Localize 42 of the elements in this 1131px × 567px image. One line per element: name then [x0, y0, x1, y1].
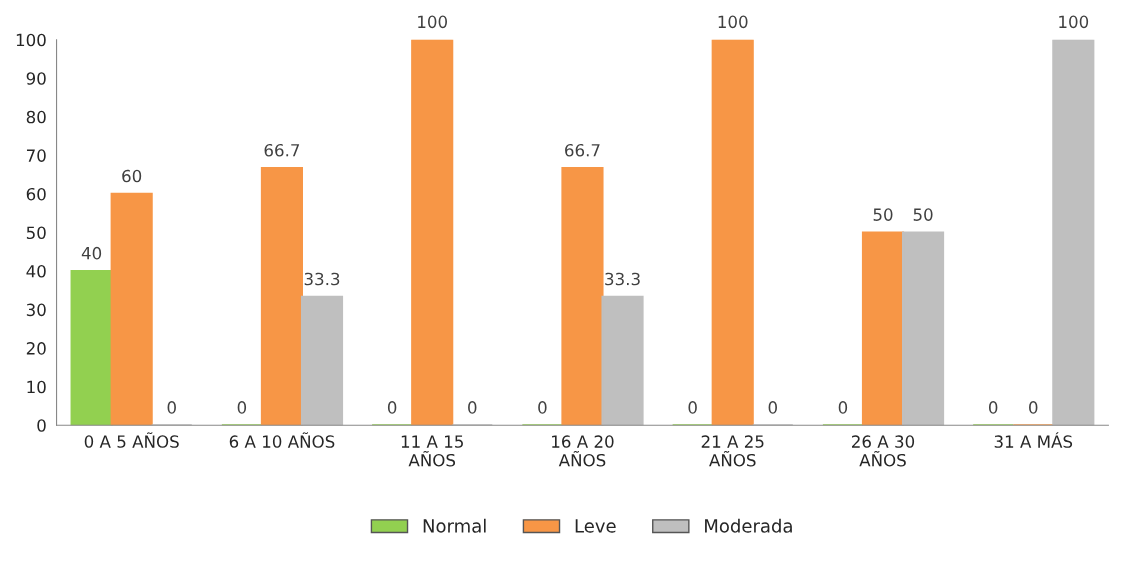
data-label: 0 [387, 401, 397, 414]
y-tick-label: 50 [26, 226, 46, 240]
x-tick-label: 21 A 25 AÑOS [701, 435, 764, 467]
data-label: 0 [988, 401, 998, 414]
data-label: 100 [418, 15, 447, 29]
y-tick-label: 60 [26, 187, 46, 201]
legend-label: Normal [423, 518, 486, 533]
y-tick-label: 30 [26, 303, 46, 317]
x-tick-label: 0 A 5 AÑOS [84, 432, 179, 448]
data-label: 0 [167, 401, 176, 414]
y-tick-label: 100 [16, 33, 46, 47]
legend-label: Moderada [705, 518, 792, 533]
y-tick-label: 40 [26, 264, 46, 278]
y-tick-label: 20 [26, 342, 46, 355]
x-tick-label: 26 A 30 AÑOS [852, 435, 915, 467]
data-label: 33.3 [605, 272, 640, 286]
data-label: 0 [237, 401, 247, 414]
x-tick-label: 6 A 10 AÑOS [229, 432, 335, 448]
legend-label: Leve [575, 519, 616, 533]
y-tick-label: 70 [26, 149, 46, 162]
y-tick-label: 0 [37, 419, 46, 432]
data-label: 0 [768, 401, 777, 414]
data-label: 50 [913, 208, 933, 221]
data-label: 100 [1059, 15, 1089, 29]
data-label: 60 [122, 169, 142, 183]
y-tick-label: 90 [26, 72, 46, 85]
data-label: 66.7 [264, 143, 300, 157]
x-tick-label: 31 A MÁS [994, 432, 1073, 448]
data-label: 50 [873, 208, 893, 221]
data-label: 33.3 [304, 272, 340, 286]
y-tick-label: 80 [26, 110, 46, 124]
data-label: 100 [718, 15, 748, 29]
x-tick-label: 16 A 20 AÑOS [552, 435, 614, 467]
data-label: 0 [1029, 401, 1038, 414]
data-label: 66.7 [565, 143, 600, 157]
data-label: 40 [81, 246, 102, 260]
x-tick-label: 11 A 15 AÑOS [401, 435, 463, 467]
data-label: 0 [468, 401, 477, 414]
data-label: 0 [838, 401, 848, 414]
y-tick-label: 10 [27, 380, 46, 394]
data-label: 0 [538, 401, 547, 414]
data-label: 0 [688, 401, 697, 414]
